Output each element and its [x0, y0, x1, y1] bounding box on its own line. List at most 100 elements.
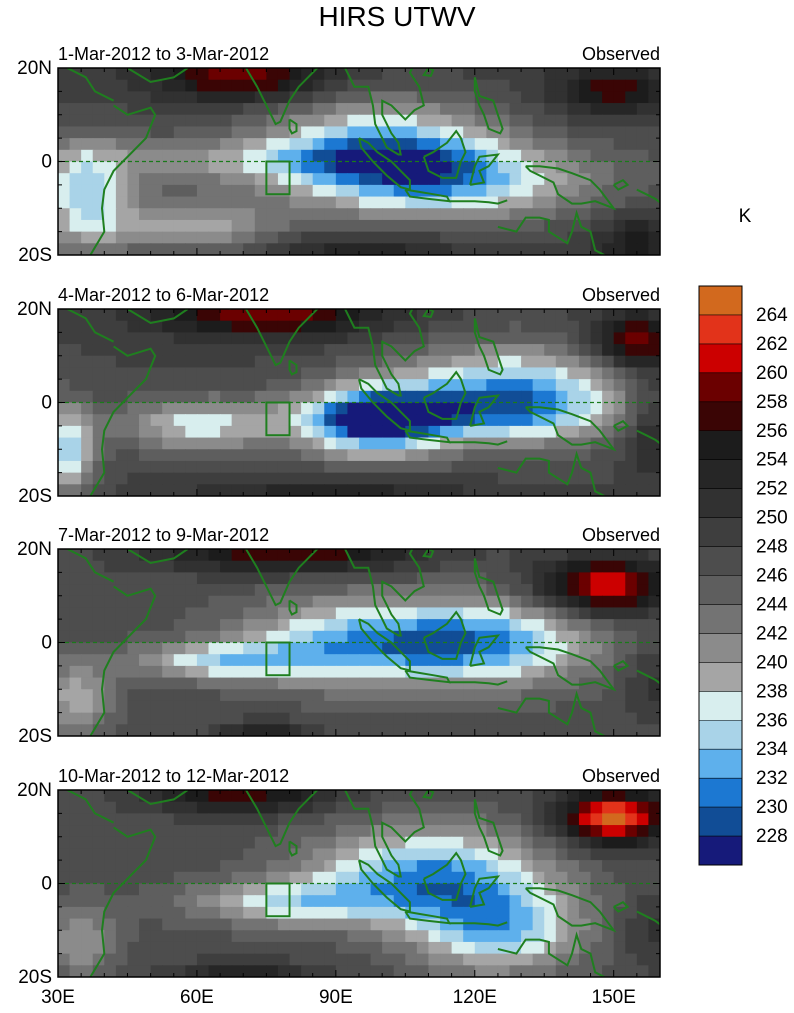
heatmap-cell: [509, 208, 522, 221]
heatmap-cell: [555, 689, 568, 702]
heatmap-cell: [405, 355, 418, 369]
heatmap-cell: [69, 161, 82, 174]
heatmap-cell: [92, 219, 105, 233]
heatmap-cell: [648, 68, 660, 81]
heatmap-cell: [636, 138, 650, 151]
heatmap-cell: [312, 126, 325, 139]
heatmap-cell: [590, 91, 603, 104]
heatmap-cell: [220, 309, 233, 322]
heatmap-cell: [115, 196, 129, 209]
heatmap-cell: [58, 243, 71, 255]
heatmap-cell: [301, 965, 314, 977]
heatmap-cell: [636, 918, 650, 931]
heatmap-cell: [196, 549, 210, 562]
heatmap-cell: [196, 665, 210, 679]
heatmap-cell: [312, 848, 325, 861]
panel-period: 4-Mar-2012 to 6-Mar-2012: [58, 285, 269, 305]
heatmap-cell: [196, 619, 210, 632]
heatmap-cell: [266, 654, 279, 667]
heatmap-cell: [497, 126, 511, 139]
heatmap-cell: [104, 126, 117, 139]
heatmap-cell: [301, 906, 314, 920]
heatmap-cell: [451, 449, 464, 462]
heatmap-cell: [335, 677, 349, 690]
heatmap-cell: [613, 437, 626, 450]
heatmap-cell: [58, 344, 71, 357]
heatmap-cell: [416, 677, 430, 690]
colorbar-swatch: [699, 807, 742, 837]
heatmap-cell: [115, 871, 129, 885]
heatmap-cell: [289, 114, 302, 128]
heatmap-cell: [324, 68, 337, 81]
coastline: [612, 900, 630, 913]
heatmap-cell: [220, 390, 233, 404]
heatmap-cell: [301, 126, 314, 139]
heatmap-cell: [115, 848, 129, 861]
heatmap-cell: [266, 801, 279, 814]
heatmap-cell: [162, 906, 175, 920]
heatmap-cell: [277, 219, 291, 233]
heatmap-cell: [347, 712, 360, 725]
heatmap-cell: [590, 642, 603, 655]
heatmap-cell: [185, 208, 198, 221]
heatmap-cell: [220, 425, 233, 439]
heatmap-cell: [243, 103, 256, 116]
heatmap-cell: [578, 149, 592, 163]
heatmap-cell: [277, 231, 291, 244]
heatmap-cell: [104, 344, 117, 357]
heatmap-cell: [196, 219, 210, 233]
heatmap-cell: [486, 724, 499, 736]
heatmap-cell: [440, 895, 453, 908]
heatmap-cell: [359, 871, 372, 885]
heatmap-cell: [648, 149, 660, 163]
heatmap-cell: [208, 965, 221, 977]
heatmap-cell: [266, 941, 279, 955]
heatmap-cell: [532, 460, 545, 474]
coastline: [288, 359, 298, 376]
heatmap-cell: [416, 184, 430, 198]
heatmap-cell: [150, 184, 163, 198]
heatmap-cell: [648, 860, 660, 873]
heatmap-cell: [81, 390, 94, 404]
heatmap-cell: [370, 173, 383, 186]
heatmap-cell: [474, 219, 487, 233]
heatmap-cell: [173, 402, 186, 415]
heatmap-cell: [162, 584, 175, 597]
heatmap-cell: [497, 309, 511, 322]
heatmap-cell: [602, 402, 615, 415]
heatmap-cell: [127, 460, 140, 474]
heatmap-cell: [359, 630, 372, 644]
heatmap-cell: [648, 953, 660, 966]
heatmap-cell: [532, 332, 545, 345]
heatmap-cell: [69, 665, 82, 679]
heatmap-cell: [359, 724, 372, 736]
heatmap-cell: [509, 825, 522, 838]
coastline: [358, 859, 411, 913]
heatmap-cell: [463, 243, 476, 255]
heatmap-cell: [359, 390, 372, 404]
heatmap-cell: [590, 572, 603, 585]
heatmap-cell: [81, 231, 94, 244]
heatmap-cell: [243, 883, 256, 896]
heatmap-cell: [115, 689, 129, 702]
heatmap-cell: [266, 677, 279, 690]
heatmap-cell: [81, 472, 94, 485]
heatmap-cell: [115, 449, 129, 462]
heatmap-cell: [451, 941, 464, 955]
heatmap-cell: [312, 883, 325, 896]
heatmap-cell: [115, 437, 129, 450]
heatmap-cell: [220, 665, 233, 679]
colorbar-swatch: [699, 286, 742, 316]
heatmap-cell: [405, 724, 418, 736]
heatmap-cell: [301, 437, 314, 450]
heatmap-cell: [544, 801, 557, 814]
heatmap-cell: [58, 460, 71, 474]
heatmap-cell: [497, 665, 511, 679]
heatmap-cell: [231, 173, 244, 186]
heatmap-cell: [81, 437, 94, 450]
heatmap-cell: [208, 437, 221, 450]
heatmap-cell: [451, 712, 464, 725]
heatmap-cell: [382, 906, 395, 920]
heatmap-cell: [393, 918, 406, 931]
heatmap-cell: [185, 677, 198, 690]
